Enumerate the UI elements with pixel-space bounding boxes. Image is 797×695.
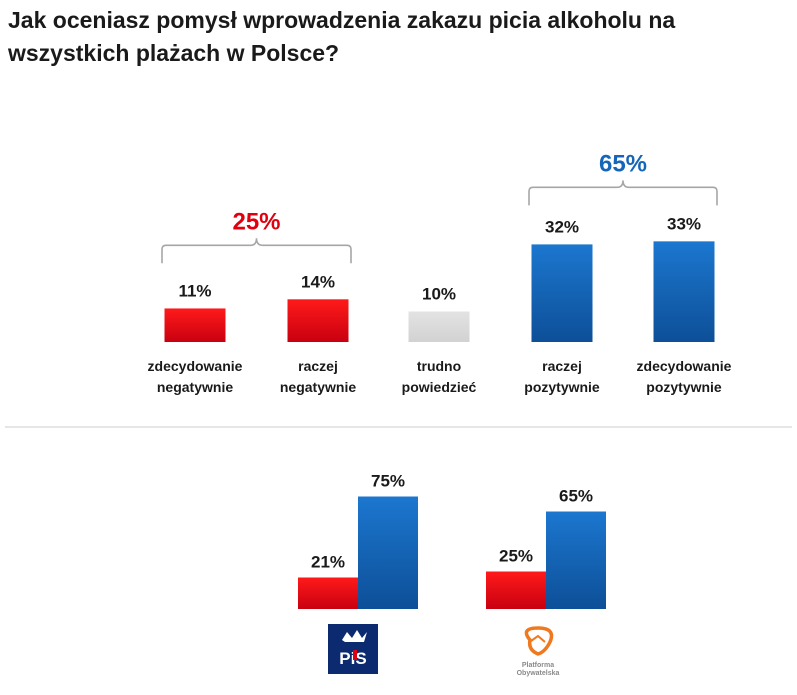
party-bar-positive xyxy=(358,496,418,609)
group-total-negative: 25% xyxy=(232,208,280,235)
party-bar-negative xyxy=(298,577,358,609)
party-bar-positive xyxy=(546,511,606,609)
data-label: 32% xyxy=(545,217,579,236)
category-label: raczej xyxy=(542,358,582,374)
data-label: 75% xyxy=(371,472,405,491)
category-label: pozytywnie xyxy=(646,379,722,395)
category-label: negatywnie xyxy=(280,379,356,395)
data-label: 65% xyxy=(559,487,593,506)
po-logo-mark xyxy=(530,634,546,643)
group-bracket xyxy=(161,238,352,264)
category-label: powiedzieć xyxy=(402,379,477,395)
bar-neutral xyxy=(408,311,470,342)
category-label: zdecydowanie xyxy=(148,358,243,374)
po-logo-text: Platforma xyxy=(522,662,554,669)
category-label: trudno xyxy=(417,358,461,374)
bar-positive xyxy=(531,244,593,342)
pis-logo xyxy=(328,624,378,674)
data-label: 11% xyxy=(178,281,211,300)
party-bar-negative xyxy=(486,571,546,609)
pis-logo-eagle xyxy=(342,630,367,642)
data-label: 21% xyxy=(311,553,345,572)
data-label: 14% xyxy=(301,272,335,291)
pis-logo-accent xyxy=(353,650,357,660)
group-total-positive: 65% xyxy=(599,150,647,177)
chart-title: Jak oceniasz pomysł wprowadzenia zakazu … xyxy=(8,7,676,66)
data-label: 10% xyxy=(422,285,456,304)
category-label: raczej xyxy=(298,358,338,374)
bar-negative xyxy=(287,299,349,342)
bar-positive xyxy=(653,241,715,342)
category-label: negatywnie xyxy=(157,379,233,395)
category-label: zdecydowanie xyxy=(637,358,732,374)
category-label: pozytywnie xyxy=(524,379,600,395)
po-logo-text: Obywatelska xyxy=(517,670,560,677)
po-logo xyxy=(524,626,554,656)
data-label: 25% xyxy=(499,547,533,566)
bar-negative xyxy=(164,308,226,342)
group-bracket xyxy=(528,180,718,206)
data-label: 33% xyxy=(667,214,701,233)
